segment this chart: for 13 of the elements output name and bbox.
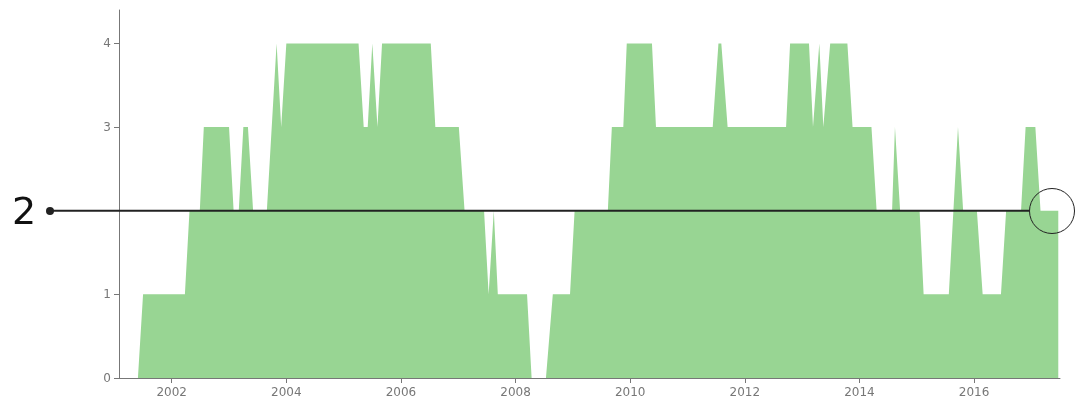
x-tick-label: 2006 [385,385,417,399]
x-tick-label: 2010 [614,385,646,399]
x-tick-label: 2012 [729,385,761,399]
y-tick-label: 0 [103,371,111,385]
y-tick-label: 1 [103,287,111,302]
x-tick-label: 2004 [271,385,302,399]
x-tick-label: 2002 [156,385,187,399]
x-tick-label: 2014 [844,385,875,399]
x-tick-label: 2008 [500,385,531,399]
ref-line-label: 2 [12,188,37,233]
y-tick-label: 4 [103,36,111,51]
y-tick-label: 3 [103,120,111,135]
x-tick-label: 2016 [958,385,990,399]
